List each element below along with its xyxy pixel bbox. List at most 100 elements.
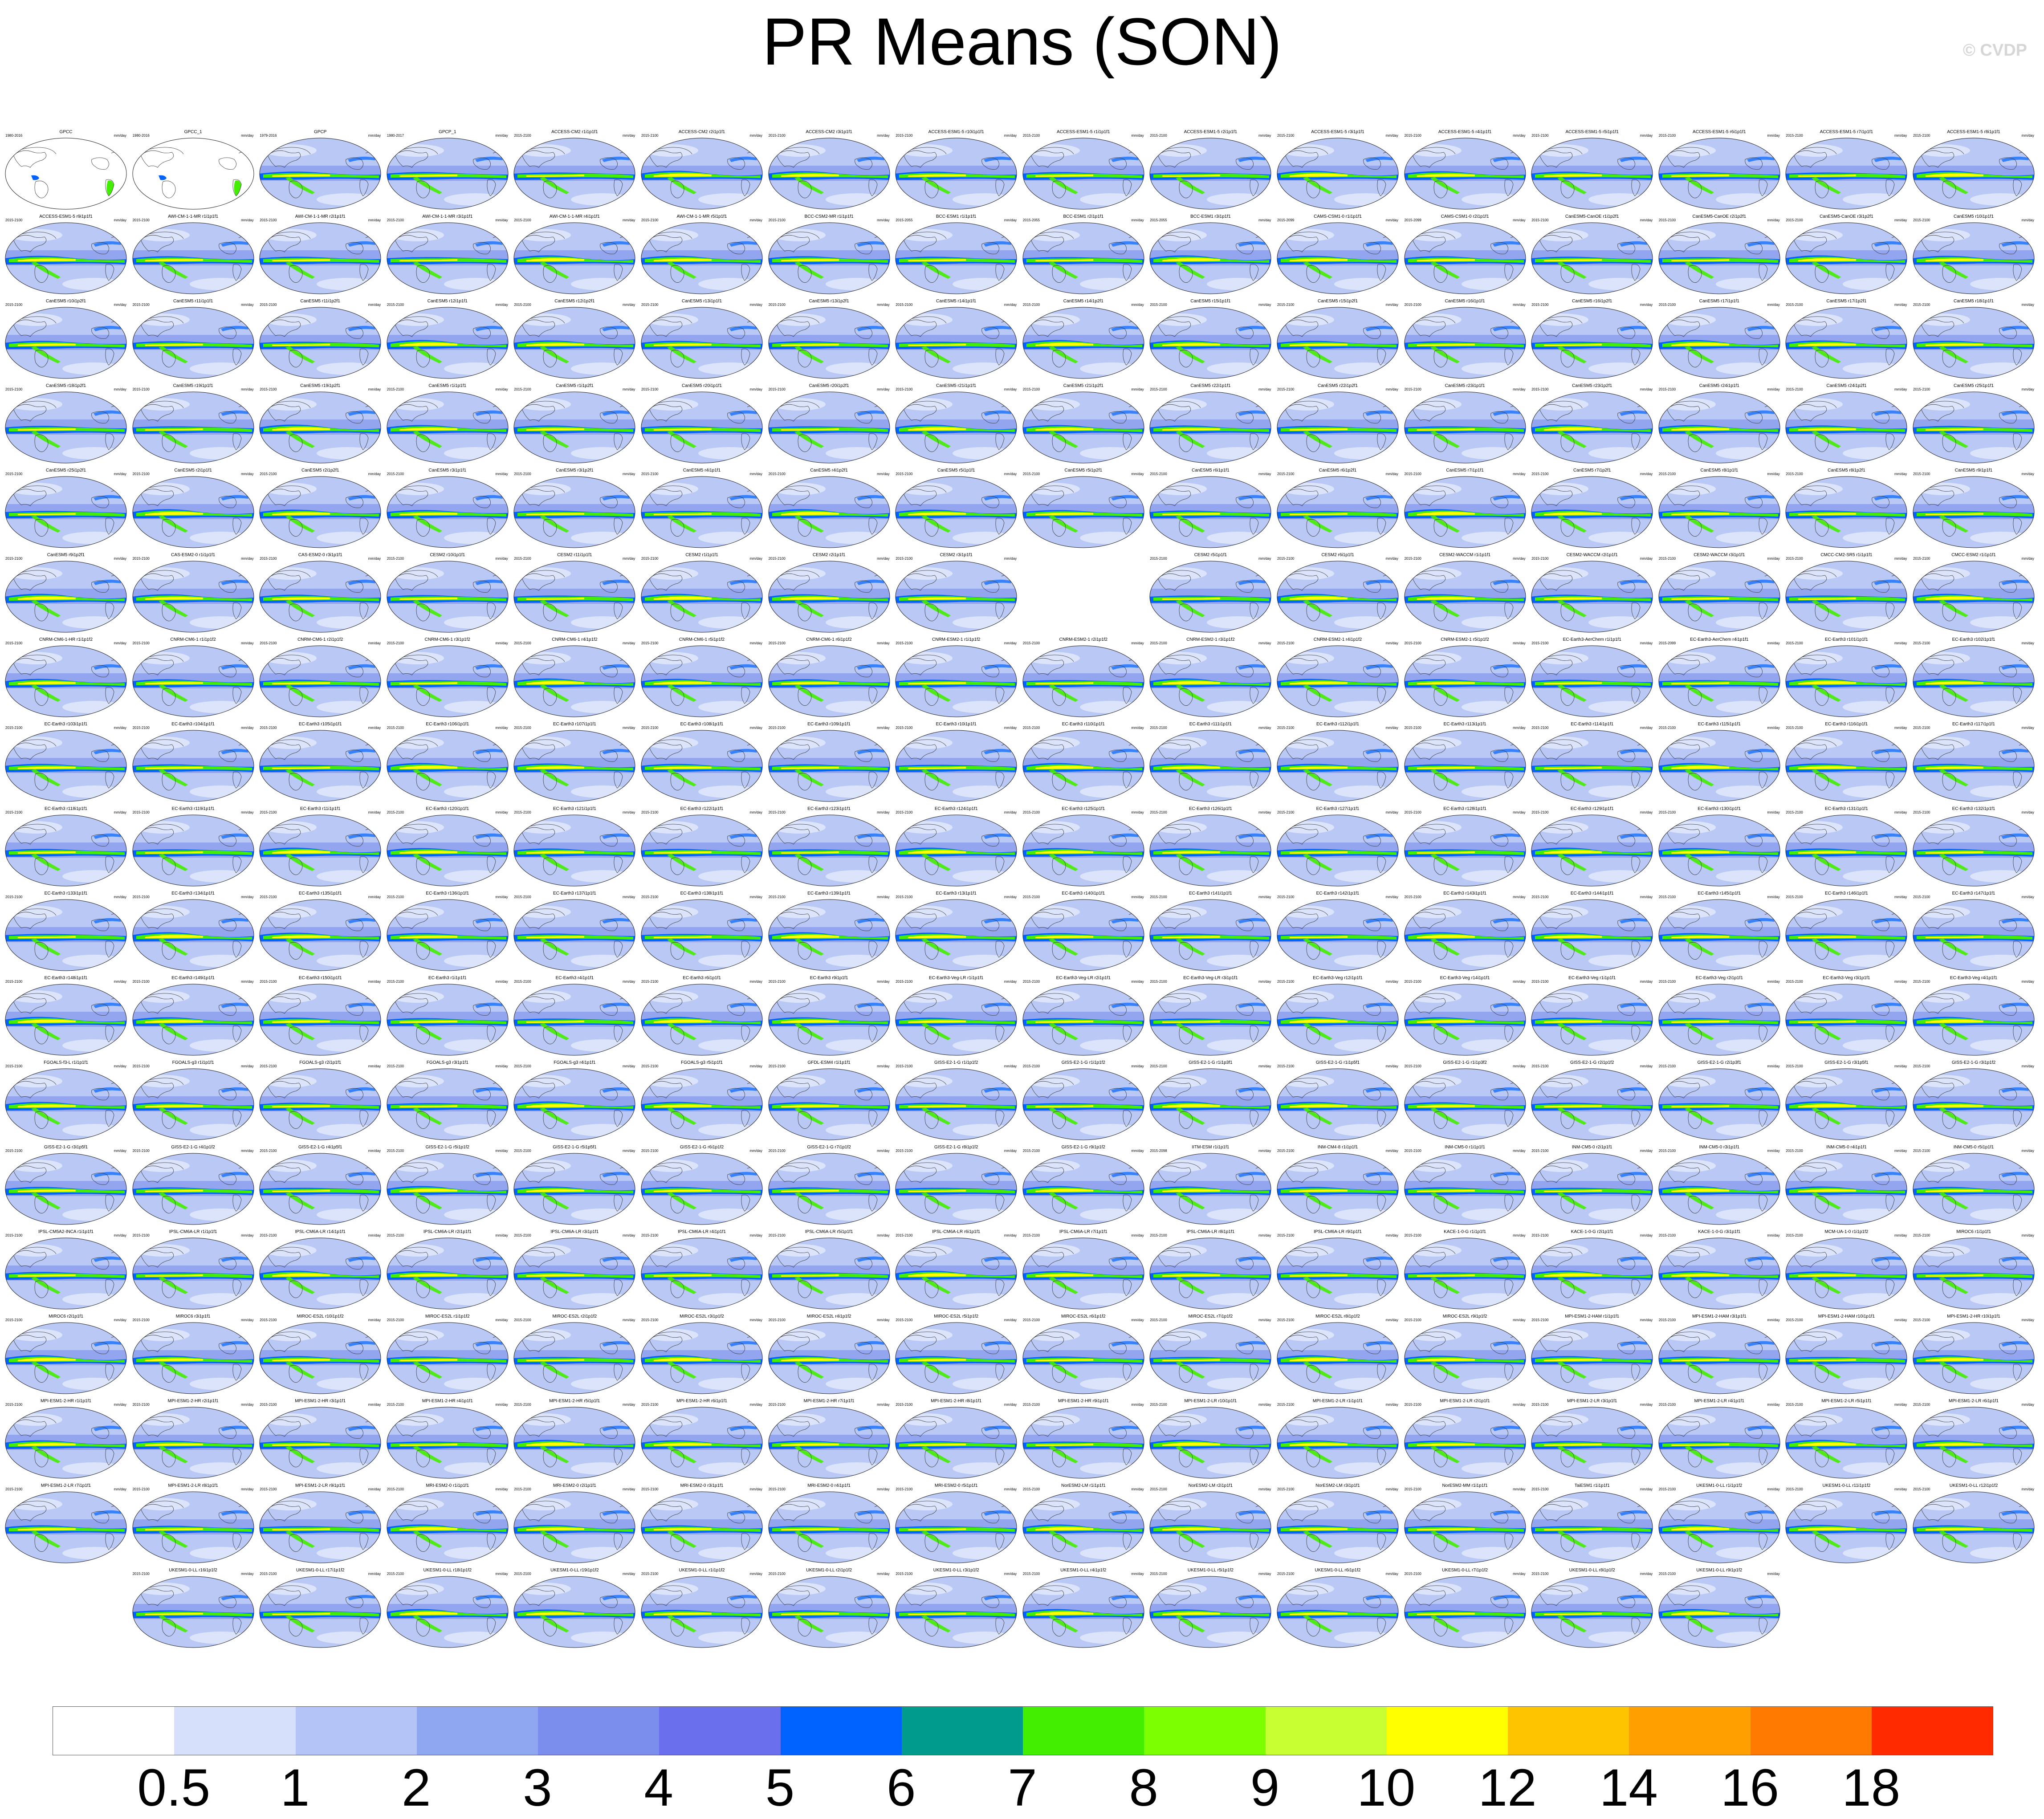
map-panel: EC-Earth3 r119i1p1f1 2015-2100 mm/day [132,806,255,888]
panel-years: 2015-2100 [769,1487,786,1492]
map-panel: EC-Earth3 r124i1p1f1 2015-2100 mm/day [895,806,1018,888]
map-panel: CanESM5 r18i1p1f1 2015-2100 mm/day [1912,298,2035,380]
panel-years: 2015-2100 [133,726,150,730]
map-panel: EC-Earth3 r127i1p1f1 2015-2100 mm/day [1276,806,1399,888]
panel-title: CanESM5 r13i1p1f1 [640,298,763,305]
panel-years: 2015-2100 [5,1064,22,1069]
precip-map [895,1153,1017,1225]
precip-map [1277,1237,1399,1310]
precip-map [1785,138,1907,210]
precip-map [5,307,127,379]
panel-title: MRI-ESM2-0 r4i1p1f1 [768,1483,891,1489]
panel-years: 2015-2100 [387,1233,404,1238]
panel-title: EC-Earth3 r9i1p1f1 [768,975,891,981]
panel-title: GISS-E2-1-G r2i1p3f1 [1658,1060,1781,1066]
panel-title: CNRM-CM6-1 r1i1p1f2 [132,637,255,643]
panel-units: mm/day [1513,810,1525,815]
panel-units: mm/day [114,557,126,561]
panel-units: mm/day [1894,980,1907,984]
panel-units: mm/day [1131,218,1144,223]
panel-title: CanESM5 r7i1p2f1 [1531,468,1653,474]
panel-years: 2015-2100 [5,472,22,476]
panel-years: 2015-2100 [260,895,277,899]
panel-title: ACCESS-ESM1-5 r9i1p1f1 [4,214,127,220]
precip-map [641,1153,763,1225]
panel-title: CNRM-ESM2-1 r1i1p1f2 [895,637,1018,643]
precip-map [1658,730,1780,802]
panel-title: UKESM1-0-LL r19i1p1f2 [513,1567,636,1574]
panel-units: mm/day [623,1149,635,1153]
precip-map [513,307,635,379]
map-panel: EC-Earth3 r101i1p1f1 2015-2100 mm/day [1785,637,1908,719]
panel-years: 2015-2100 [1405,134,1421,138]
panel-title: EC-Earth3 r105i1p1f1 [259,721,382,728]
panel-units: mm/day [1004,387,1017,392]
precip-map [1404,814,1526,887]
panel-years: 2015-2100 [1277,641,1294,646]
map-panel: EC-Earth3 r145i1p1f1 2015-2100 mm/day [1658,891,1781,973]
map-panel: AWI-CM-1-1-MR r5i1p1f1 2015-2100 mm/day [640,214,763,296]
map-panel: UKESM1-0-LL r19i1p1f2 2015-2100 mm/day [513,1567,636,1649]
panel-years: 2015-2100 [1913,134,1930,138]
panel-years: 2015-2100 [1277,1572,1294,1576]
panel-years: 2015-2100 [1531,134,1548,138]
panel-years: 2015-2100 [1405,810,1421,815]
map-panel: MIROC-ES2L r9i1p1f2 2015-2100 mm/day [1404,1314,1527,1396]
panel-units: mm/day [1513,134,1525,138]
map-panel: GISS-E2-1-G r1i1p3f1 2015-2100 mm/day [1149,1060,1272,1142]
precip-map [1404,1068,1526,1140]
panel-years: 2015-2100 [1023,641,1040,646]
map-panel: ACCESS-ESM1-5 r7i1p1f1 2015-2100 mm/day [1785,129,1908,211]
panel-units: mm/day [1767,472,1779,476]
panel-years: 2015-2100 [387,810,404,815]
panel-units: mm/day [1004,641,1017,646]
panel-units: mm/day [1640,303,1653,307]
precip-map [1913,645,2035,717]
precip-map [387,1153,509,1225]
panel-units: mm/day [368,1064,381,1069]
map-panel: MPI-ESM1-2-HR r7i1p1f1 2015-2100 mm/day [768,1398,891,1480]
map-panel: MPI-ESM1-2-HR r2i1p1f1 2015-2100 mm/day [132,1398,255,1480]
panel-title: EC-Earth3-Veg r4i1p1f1 [1912,975,2035,981]
precip-map [259,1407,381,1479]
colorbar-swatch [174,1707,296,1755]
panel-title: INM-CM5-0 r4i1p1f1 [1785,1144,1908,1151]
panel-units: mm/day [495,303,508,307]
panel-years: 2015-2100 [1023,726,1040,730]
panel-units: mm/day [2022,387,2034,392]
panel-units: mm/day [1894,1233,1907,1238]
precip-map [1022,814,1144,887]
panel-title: EC-Earth3 r127i1p1f1 [1276,806,1399,812]
precip-map [1531,222,1653,294]
precip-map [5,645,127,717]
precip-map [1785,1153,1907,1225]
panel-years: 2015-2100 [387,1487,404,1492]
precip-map [1149,1576,1271,1648]
panel-units: mm/day [2022,641,2034,646]
precip-map [259,222,381,294]
panel-title: EC-Earth3 r136i1p1f1 [386,891,509,897]
panel-units: mm/day [241,726,253,730]
panel-years: 2015-2100 [260,1572,277,1576]
panel-years: 2015-2099 [1659,641,1676,646]
panel-years: 2015-2100 [1659,1403,1676,1407]
colorbar-swatch [416,1707,538,1755]
panel-units: mm/day [368,472,381,476]
panel-units: mm/day [2022,1487,2034,1492]
colorbar-tick-label: 12 [1478,1759,1536,1817]
panel-years: 2015-2100 [1023,134,1040,138]
map-panel: ACCESS-ESM1-5 r3i1p1f1 2015-2100 mm/day [1276,129,1399,211]
panel-years: 2015-2100 [5,1233,22,1238]
panel-units: mm/day [1131,303,1144,307]
panel-title: CanESM5 r10i1p2f1 [4,298,127,305]
panel-title: EC-Earth3 r131i1p1f1 [1785,806,1908,812]
map-panel: MPI-ESM1-2-HR r3i1p1f1 2015-2100 mm/day [259,1398,382,1480]
map-panel: CESM2 r10i1p1f1 2015-2100 mm/day [386,552,509,634]
map-panel: CNRM-CM6-1 r2i1p1f2 2015-2100 mm/day [259,637,382,719]
panel-units: mm/day [114,641,126,646]
precip-map [1531,307,1653,379]
panel-title: CanESM5 r3i1p2f1 [513,468,636,474]
panel-units: mm/day [1258,1064,1271,1069]
panel-units: mm/day [1258,1403,1271,1407]
colorbar-tick-label: 6 [887,1759,916,1817]
